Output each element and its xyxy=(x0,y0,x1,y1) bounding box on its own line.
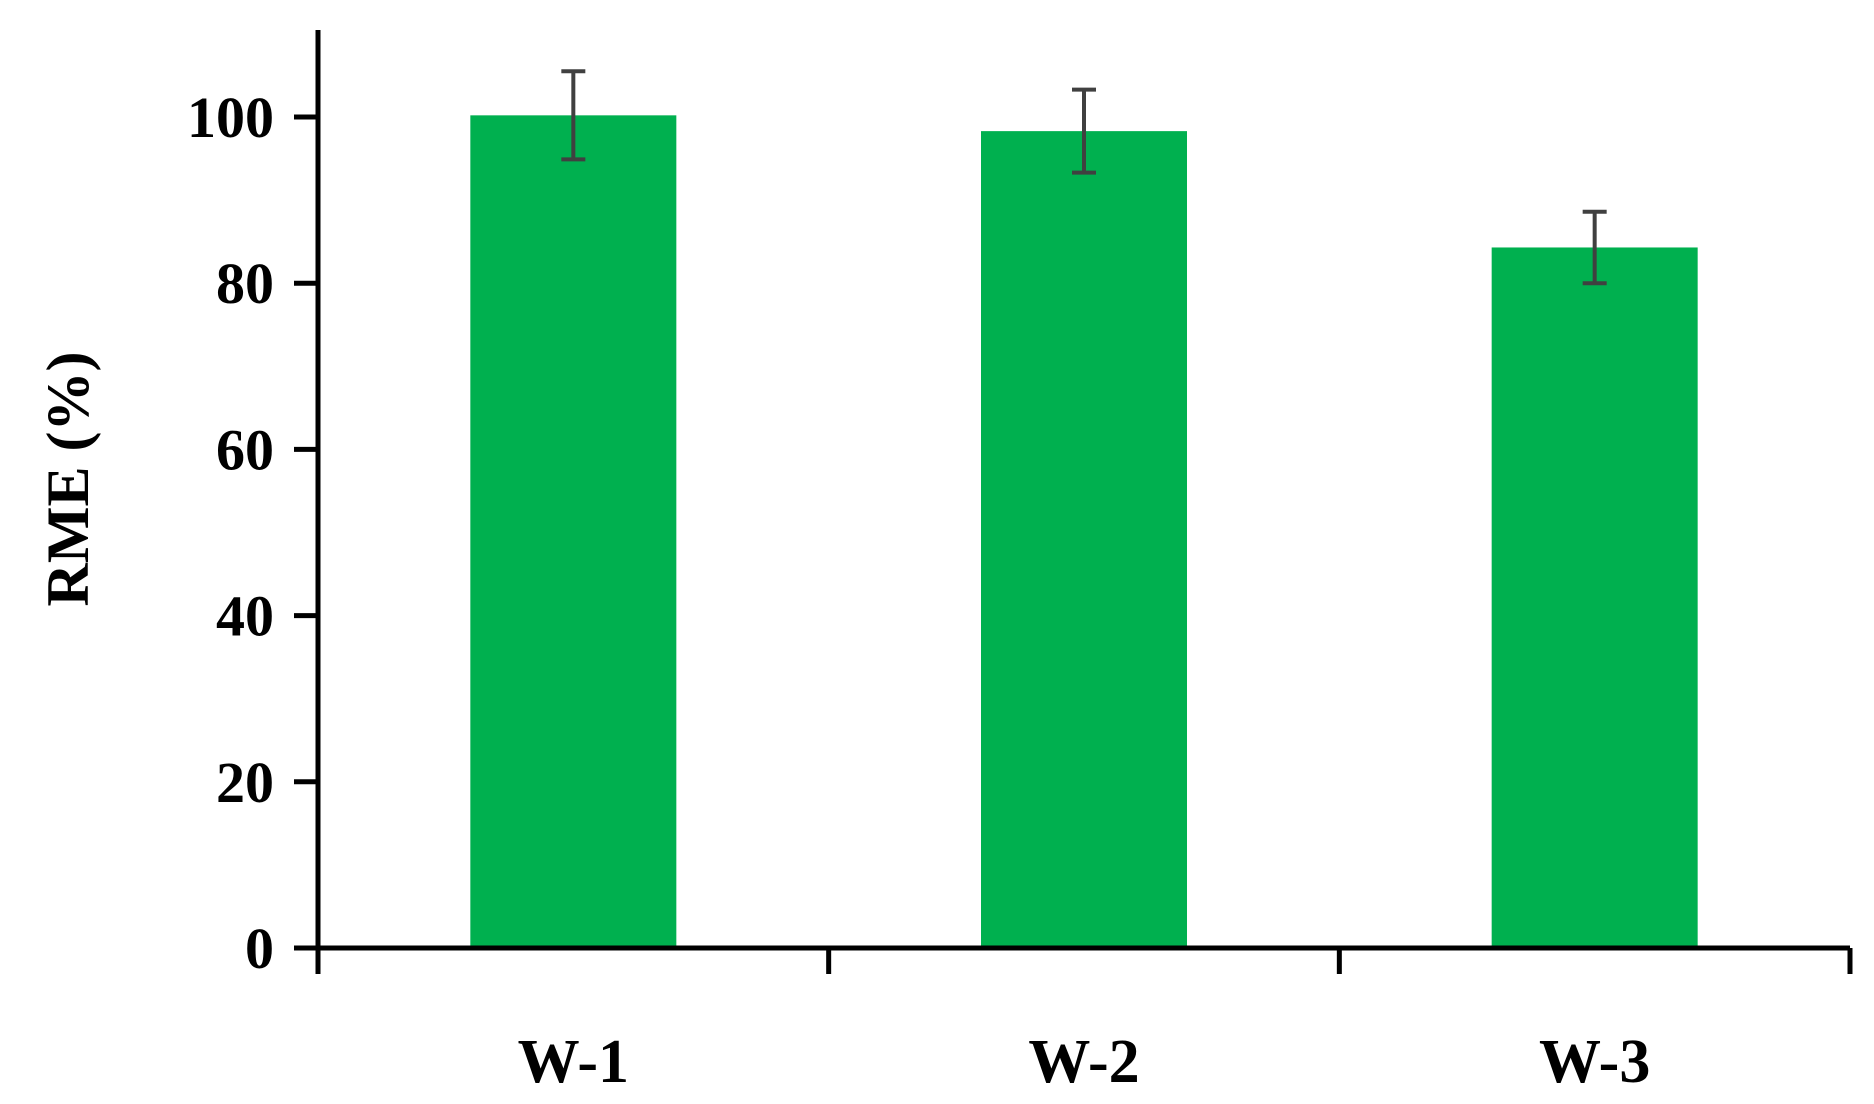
bar-w-3 xyxy=(1491,247,1698,949)
bar-w-2 xyxy=(981,131,1187,948)
bar-w-1 xyxy=(470,115,677,948)
bars-group xyxy=(470,115,1698,949)
error-bar-w-1 xyxy=(561,69,586,162)
y-ticks-group: 0 20 40 60 80 100 xyxy=(187,85,318,981)
error-bars-group xyxy=(561,69,1607,286)
y-axis-title: RME (%) xyxy=(35,352,101,607)
y-tick-label: 80 xyxy=(216,251,274,316)
x-category-label: W-1 xyxy=(518,1028,629,1096)
x-ticks-group: W-1 W-2 W-3 xyxy=(315,948,1853,1096)
y-tick-label: 60 xyxy=(216,417,274,482)
x-category-label: W-2 xyxy=(1028,1028,1139,1096)
y-tick-label: 20 xyxy=(216,750,274,815)
axes-group xyxy=(294,30,1850,951)
y-tick-label: 100 xyxy=(187,85,274,150)
y-tick-label: 0 xyxy=(245,916,274,981)
error-bar-w-2 xyxy=(1072,87,1096,175)
y-tick-label: 40 xyxy=(216,584,274,649)
x-category-label: W-3 xyxy=(1539,1028,1650,1096)
error-bar-w-3 xyxy=(1582,209,1607,286)
